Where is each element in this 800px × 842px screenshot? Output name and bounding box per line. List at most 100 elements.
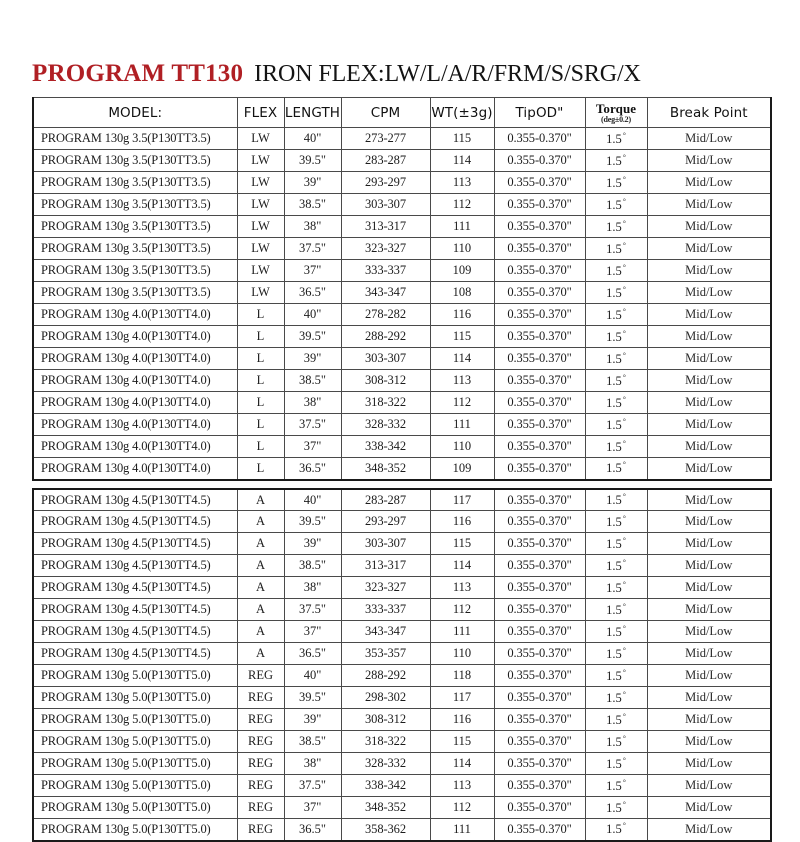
table-row[interactable]: PROGRAM 130g 3.5(P130TT3.5) LW 37.5" 323-32… [32, 237, 772, 260]
table-row[interactable]: PROGRAM 130g 4.0(P130TT4.0) L 39" 303-307 11… [32, 347, 772, 370]
cell-model: PROGRAM 130g 5.0(P130TT5.0) [32, 818, 238, 842]
column-header-tipod: TipOD" [493, 97, 586, 128]
table-row[interactable]: PROGRAM 130g 3.5(P130TT3.5) LW 39.5" 283-28… [32, 149, 772, 172]
table-row[interactable]: PROGRAM 130g 4.0(P130TT4.0) L 38" 318-322 11… [32, 391, 772, 414]
cell-length: 37" [283, 620, 342, 643]
cell-tip-od: 0.355-0.370" [493, 435, 586, 458]
table-row[interactable]: PROGRAM 130g 4.5(P130TT4.5) A 37.5" 333-337… [32, 598, 772, 621]
table-row[interactable]: PROGRAM 130g 3.5(P130TT3.5) LW 36.5" 343-34… [32, 281, 772, 304]
cell-model: PROGRAM 130g 4.5(P130TT4.5) [32, 488, 238, 511]
cell-length: 36.5" [283, 281, 342, 304]
table-row[interactable]: PROGRAM 130g 5.0(P130TT5.0) REG 38.5" 318-3… [32, 730, 772, 753]
table-row[interactable]: PROGRAM 130g 4.5(P130TT4.5) A 39" 303-307 11… [32, 532, 772, 555]
cell-length: 38" [283, 215, 342, 238]
cell-cpm: 303-307 [340, 193, 431, 216]
cell-cpm: 278-282 [340, 303, 431, 326]
cell-cpm: 323-327 [340, 576, 431, 599]
cell-flex: REG [236, 818, 285, 842]
cell-model: PROGRAM 130g 3.5(P130TT3.5) [32, 149, 238, 172]
cell-length: 39.5" [283, 325, 342, 348]
cell-weight: 111 [429, 413, 495, 436]
cell-torque: 1.5° [584, 413, 648, 436]
table-row[interactable]: PROGRAM 130g 3.5(P130TT3.5) LW 38.5" 303-30… [32, 193, 772, 216]
cell-model: PROGRAM 130g 4.5(P130TT4.5) [32, 576, 238, 599]
degree-icon: ° [622, 438, 626, 448]
table-row[interactable]: PROGRAM 130g 4.5(P130TT4.5) A 36.5" 353-357… [32, 642, 772, 665]
table-row[interactable]: PROGRAM 130g 4.5(P130TT4.5) A 39.5" 293-297… [32, 510, 772, 533]
cell-cpm: 343-347 [340, 281, 431, 304]
cell-weight: 114 [429, 347, 495, 370]
degree-icon: ° [622, 240, 626, 250]
degree-icon: ° [622, 667, 626, 677]
table-row[interactable]: PROGRAM 130g 3.5(P130TT3.5) LW 37" 333-337 1… [32, 259, 772, 282]
cell-weight: 109 [429, 259, 495, 282]
table-row[interactable]: PROGRAM 130g 3.5(P130TT3.5) LW 40" 273-277 1… [32, 127, 772, 150]
cell-break-point: Mid/Low [646, 149, 772, 172]
table-body: PROGRAM 130g 3.5(P130TT3.5) LW 40" 273-277 1… [32, 127, 772, 842]
degree-icon: ° [622, 645, 626, 655]
cell-torque: 1.5° [584, 457, 648, 480]
cell-torque: 1.5° [584, 215, 648, 238]
cell-model: PROGRAM 130g 4.0(P130TT4.0) [32, 391, 238, 414]
cell-weight: 115 [429, 127, 495, 150]
cell-weight: 111 [429, 620, 495, 643]
table-row[interactable]: PROGRAM 130g 4.0(P130TT4.0) L 39.5" 288-292… [32, 325, 772, 348]
cell-cpm: 323-327 [340, 237, 431, 260]
cell-break-point: Mid/Low [646, 708, 772, 731]
degree-icon: ° [622, 755, 626, 765]
table-row[interactable]: PROGRAM 130g 4.5(P130TT4.5) A 37" 343-347 11… [32, 620, 772, 643]
cell-length: 38.5" [283, 369, 342, 392]
table-row[interactable]: PROGRAM 130g 5.0(P130TT5.0) REG 38" 328-332… [32, 752, 772, 775]
cell-break-point: Mid/Low [646, 752, 772, 775]
cell-cpm: 313-317 [340, 554, 431, 577]
cell-torque: 1.5° [584, 532, 648, 555]
cell-weight: 112 [429, 391, 495, 414]
table-row[interactable]: PROGRAM 130g 5.0(P130TT5.0) REG 37.5" 338-3… [32, 774, 772, 797]
document-page: PROGRAM TT130 IRON FLEX:LW/L/A/R/FRM/S/S… [32, 60, 772, 842]
degree-icon: ° [622, 623, 626, 633]
cell-model: PROGRAM 130g 3.5(P130TT3.5) [32, 171, 238, 194]
table-row[interactable]: PROGRAM 130g 4.0(P130TT4.0) L 37.5" 328-332… [32, 413, 772, 436]
cell-flex: A [236, 576, 285, 599]
table-row[interactable]: PROGRAM 130g 4.5(P130TT4.5) A 40" 283-287 11… [32, 488, 772, 511]
cell-torque: 1.5° [584, 620, 648, 643]
cell-weight: 113 [429, 369, 495, 392]
table-row[interactable]: PROGRAM 130g 5.0(P130TT5.0) REG 39" 308-312… [32, 708, 772, 731]
table-row[interactable]: PROGRAM 130g 4.5(P130TT4.5) A 38.5" 313-317… [32, 554, 772, 577]
cell-break-point: Mid/Low [646, 369, 772, 392]
cell-torque: 1.5° [584, 325, 648, 348]
cell-length: 40" [283, 127, 342, 150]
degree-icon: ° [622, 174, 626, 184]
table-row[interactable]: PROGRAM 130g 4.0(P130TT4.0) L 38.5" 308-312… [32, 369, 772, 392]
cell-model: PROGRAM 130g 4.0(P130TT4.0) [32, 303, 238, 326]
cell-flex: L [236, 435, 285, 458]
table-row[interactable]: PROGRAM 130g 3.5(P130TT3.5) LW 38" 313-317 1… [32, 215, 772, 238]
table-row[interactable]: PROGRAM 130g 5.0(P130TT5.0) REG 40" 288-292… [32, 664, 772, 687]
cell-flex: A [236, 642, 285, 665]
cell-break-point: Mid/Low [646, 488, 772, 511]
cell-flex: A [236, 598, 285, 621]
cell-model: PROGRAM 130g 4.0(P130TT4.0) [32, 435, 238, 458]
table-row[interactable]: PROGRAM 130g 4.0(P130TT4.0) L 40" 278-282 11… [32, 303, 772, 326]
table-row[interactable]: PROGRAM 130g 3.5(P130TT3.5) LW 39" 293-297 1… [32, 171, 772, 194]
cell-weight: 118 [429, 664, 495, 687]
table-row[interactable]: PROGRAM 130g 4.0(P130TT4.0) L 37" 338-342 11… [32, 435, 772, 458]
cell-weight: 114 [429, 554, 495, 577]
table-row[interactable]: PROGRAM 130g 5.0(P130TT5.0) REG 39.5" 298-3… [32, 686, 772, 709]
cell-length: 38.5" [283, 193, 342, 216]
cell-length: 37" [283, 435, 342, 458]
cell-flex: LW [236, 215, 285, 238]
table-row[interactable]: PROGRAM 130g 5.0(P130TT5.0) REG 36.5" 358-3… [32, 818, 772, 842]
cell-cpm: 288-292 [340, 664, 431, 687]
cell-flex: L [236, 391, 285, 414]
title-flex-list: IRON FLEX:LW/L/A/R/FRM/S/SRG/X [254, 61, 641, 87]
table-row[interactable]: PROGRAM 130g 4.5(P130TT4.5) A 38" 323-327 11… [32, 576, 772, 599]
cell-flex: A [236, 532, 285, 555]
cell-length: 38.5" [283, 730, 342, 753]
cell-tip-od: 0.355-0.370" [493, 149, 586, 172]
cell-break-point: Mid/Low [646, 457, 772, 480]
cell-cpm: 318-322 [340, 391, 431, 414]
table-row[interactable]: PROGRAM 130g 4.0(P130TT4.0) L 36.5" 348-352… [32, 457, 772, 480]
cell-cpm: 283-287 [340, 149, 431, 172]
degree-icon: ° [622, 262, 626, 272]
